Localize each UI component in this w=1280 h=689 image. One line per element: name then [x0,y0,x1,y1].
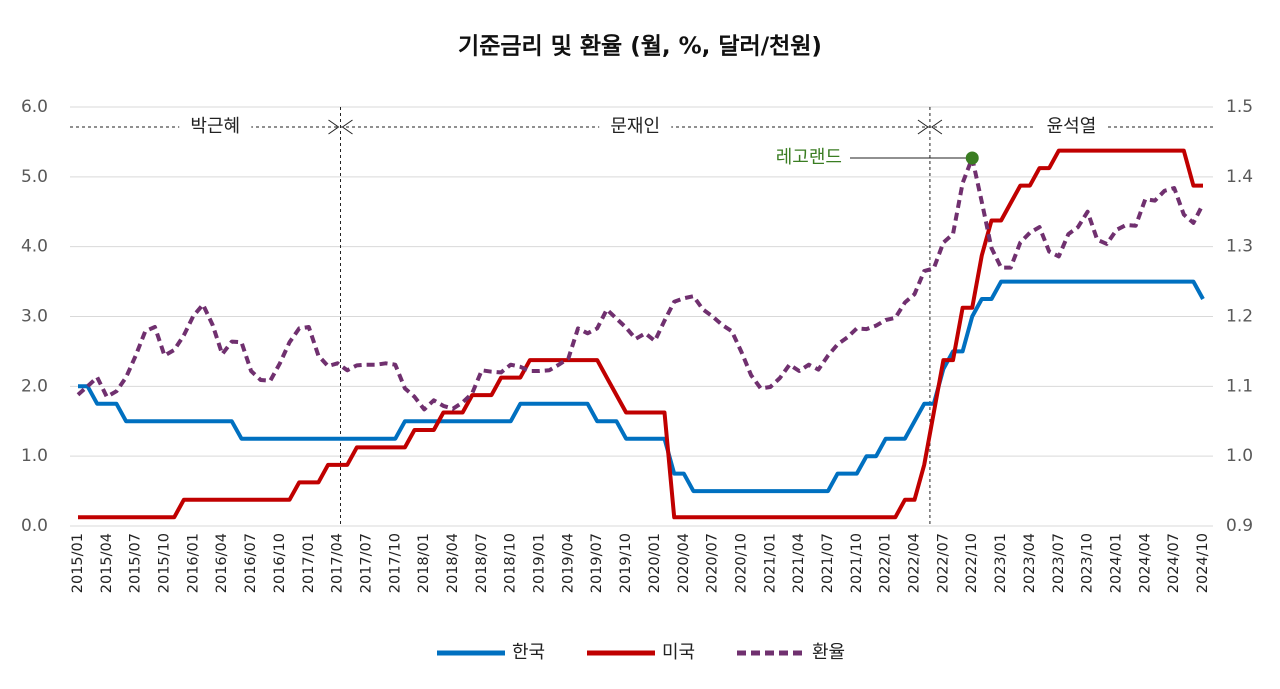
x-tick-label: 2024/01 [1108,533,1124,593]
x-tick-label: 2016/07 [243,533,259,593]
x-tick-label: 2023/10 [1080,533,1096,593]
x-tick-label: 2017/04 [330,533,346,593]
x-tick-label: 2021/10 [849,533,865,593]
x-tick-label: 2020/07 [705,533,721,593]
x-tick-label: 2022/10 [964,533,980,593]
x-tick-label: 2021/04 [791,533,807,593]
x-tick-label: 2018/10 [503,533,519,593]
period-label-bg [179,115,252,139]
y2-tick-label: 1.5 [1226,97,1253,117]
x-tick-label: 2016/10 [272,533,288,593]
x-tick-label: 2017/01 [301,533,317,593]
x-tick-label: 2023/01 [993,533,1009,593]
x-tick-label: 2015/04 [99,533,115,593]
y-tick-label: 0.0 [21,516,48,536]
series-line [78,279,1205,494]
y2-tick-label: 1.1 [1226,376,1253,396]
series-line [78,148,1203,520]
x-tick-label: 2015/10 [157,533,173,593]
x-tick-label: 2016/01 [185,533,201,593]
x-tick-label: 2020/04 [676,533,692,593]
x-tick-label: 2019/10 [618,533,634,593]
x-tick-label: 2023/07 [1051,533,1067,593]
y-tick-label: 6.0 [21,97,48,117]
x-tick-label: 2020/01 [647,533,663,593]
legend-label: 미국 [662,642,695,663]
x-tick-label: 2016/04 [214,533,230,593]
period-label: 박근혜 [190,116,240,137]
x-tick-label: 2022/01 [878,533,894,593]
x-tick-label: 2018/07 [474,533,490,593]
x-tick-label: 2019/07 [589,533,605,593]
x-tick-label: 2022/04 [907,533,923,593]
x-tick-label: 2017/10 [387,533,403,593]
y-tick-label: 5.0 [21,167,48,187]
event-marker [965,151,979,165]
x-tick-label: 2021/01 [762,533,778,593]
x-tick-label: 2022/07 [935,533,951,593]
event-label: 레고랜드 [776,147,842,168]
x-tick-label: 2024/10 [1195,533,1211,593]
period-label: 윤석열 [1047,116,1097,137]
x-tick-label: 2023/04 [1022,533,1038,593]
x-tick-label: 2024/07 [1166,533,1182,593]
period-label-bg [1035,115,1108,139]
y-tick-label: 2.0 [21,376,48,396]
y-tick-label: 1.0 [21,446,48,466]
y-tick-label: 3.0 [21,307,48,327]
period-arrow [917,119,943,135]
x-tick-label: 2015/07 [128,533,144,593]
period-label-bg [599,115,672,139]
y2-tick-label: 1.4 [1226,167,1253,187]
series-line [76,156,1205,412]
x-tick-label: 2019/04 [560,533,576,593]
legend-label: 한국 [512,642,545,663]
legend-label: 환율 [812,642,845,663]
x-tick-label: 2018/04 [445,533,461,593]
x-tick-label: 2024/04 [1137,533,1153,593]
chart-title: 기준금리 및 환율 (월, %, 달러/천원) [458,34,822,60]
x-tick-label: 2017/07 [358,533,374,593]
y2-tick-label: 1.3 [1226,237,1253,257]
y2-tick-label: 1.2 [1226,307,1253,327]
y2-tick-label: 1.0 [1226,446,1253,466]
y-tick-label: 4.0 [21,237,48,257]
x-tick-label: 2018/01 [416,533,432,593]
x-tick-label: 2021/07 [820,533,836,593]
x-tick-label: 2019/01 [532,533,548,593]
x-tick-label: 2020/10 [733,533,749,593]
y2-tick-label: 0.9 [1226,516,1253,536]
period-label: 문재인 [610,116,660,137]
x-tick-label: 2015/01 [70,533,86,593]
